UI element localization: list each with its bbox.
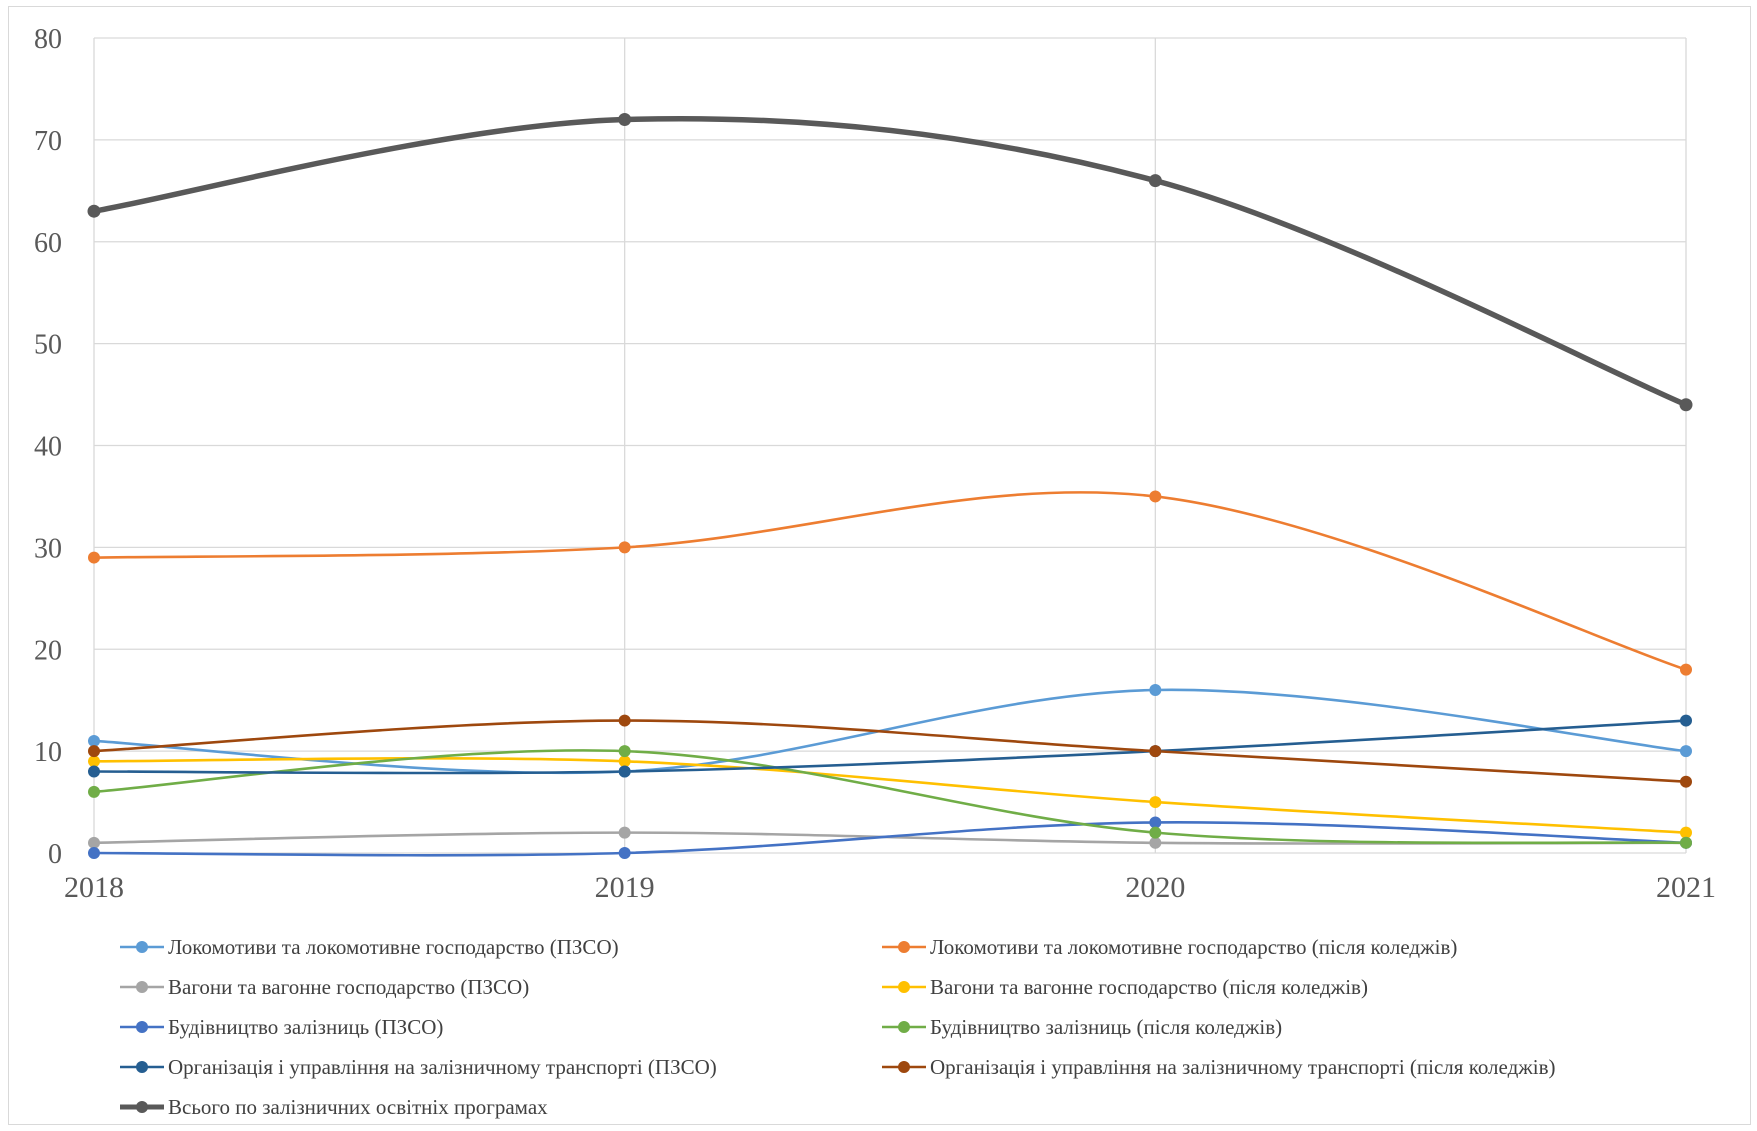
legend-marker-8 xyxy=(882,1061,926,1073)
x-tick-label: 2021 xyxy=(1656,871,1716,904)
data-point-2-3 xyxy=(1149,490,1162,503)
y-tick-label: 40 xyxy=(34,432,62,463)
data-point-9-2 xyxy=(618,113,632,126)
y-tick-label: 50 xyxy=(34,330,62,361)
y-tick-label: 0 xyxy=(48,839,62,870)
y-tick-label: 80 xyxy=(34,24,62,55)
data-point-9-4 xyxy=(1679,398,1693,412)
legend-label-2: Локомотиви та локомотивне господарство (… xyxy=(930,934,1458,959)
legend-label-3: Вагони та вагонне господарство (ПЗСО) xyxy=(168,974,530,999)
legend-marker-4 xyxy=(882,981,926,993)
data-point-5-3 xyxy=(1149,816,1162,829)
data-point-4-4 xyxy=(1680,826,1692,839)
data-point-6-4 xyxy=(1680,836,1692,849)
data-point-6-2 xyxy=(618,745,631,758)
data-point-3-2 xyxy=(618,826,631,839)
data-point-5-1 xyxy=(88,847,100,859)
data-point-8-1 xyxy=(88,745,100,758)
data-point-4-2 xyxy=(618,755,631,768)
data-point-1-3 xyxy=(1149,684,1162,696)
data-point-6-3 xyxy=(1149,826,1162,839)
legend-marker-3 xyxy=(120,981,164,993)
series-points xyxy=(87,113,1693,859)
data-point-4-3 xyxy=(1149,796,1162,809)
legend-marker-9 xyxy=(120,1101,164,1113)
legend-marker-6 xyxy=(882,1021,926,1033)
data-point-3-1 xyxy=(88,836,100,849)
y-axis-ticks: 0 10 20 30 40 50 60 70 80 xyxy=(34,24,62,870)
legend-item-1: Локомотиви та локомотивне господарство (… xyxy=(118,932,619,962)
data-point-1-4 xyxy=(1680,745,1692,758)
legend-marker-7 xyxy=(120,1061,164,1073)
legend-label-4: Вагони та вагонне господарство (після ко… xyxy=(930,974,1368,999)
data-point-6-1 xyxy=(88,785,100,798)
legend-label-9: Всього по залізничних освітніх програмах xyxy=(168,1094,548,1119)
y-tick-label: 20 xyxy=(34,635,62,666)
series-line-4 xyxy=(92,756,1688,834)
data-point-8-3 xyxy=(1149,745,1162,758)
data-point-7-1 xyxy=(88,765,100,778)
series-line-1 xyxy=(92,688,1688,775)
series-line-2 xyxy=(92,491,1688,671)
data-point-9-1 xyxy=(87,204,101,218)
legend-label-6: Будівництво залізниць (після коледжів) xyxy=(930,1014,1283,1039)
data-point-2-2 xyxy=(618,541,631,554)
legend-label-5: Будівництво залізниць (ПЗСО) xyxy=(168,1014,444,1039)
series-lines xyxy=(91,115,1689,857)
legend-item-7: Організація і управління на залізничному… xyxy=(118,1052,717,1082)
legend-item-5: Будівництво залізниць (ПЗСО) xyxy=(118,1012,443,1042)
legend-marker-1 xyxy=(120,941,164,953)
legend-label-8: Організація і управління на залізничному… xyxy=(930,1054,1556,1079)
legend-marker-2 xyxy=(882,941,926,953)
gridlines xyxy=(93,37,1687,854)
data-point-7-4 xyxy=(1680,714,1692,727)
data-point-7-2 xyxy=(618,765,631,778)
y-tick-label: 10 xyxy=(34,737,62,768)
series-line-5 xyxy=(92,821,1688,857)
legend-label-1: Локомотиви та локомотивне господарство (… xyxy=(168,934,619,959)
chart-frame xyxy=(8,6,1751,1125)
data-point-8-2 xyxy=(618,714,631,727)
series-line-9 xyxy=(91,115,1689,408)
x-tick-label: 2019 xyxy=(595,871,655,904)
data-point-2-4 xyxy=(1680,663,1692,676)
legend-item-4: Вагони та вагонне господарство (після ко… xyxy=(880,972,1368,1002)
series-line-7 xyxy=(92,719,1688,775)
series-line-8 xyxy=(92,719,1688,783)
data-point-5-2 xyxy=(618,847,631,859)
data-point-9-3 xyxy=(1148,174,1162,188)
legend-label-7: Організація і управління на залізничному… xyxy=(168,1054,717,1079)
legend-item-3: Вагони та вагонне господарство (ПЗСО) xyxy=(118,972,529,1002)
data-point-2-1 xyxy=(88,551,100,564)
data-point-8-4 xyxy=(1680,775,1692,788)
x-axis-ticks: 2018 2019 2020 2021 xyxy=(64,871,1716,904)
data-point-3-3 xyxy=(1149,836,1162,849)
x-tick-label: 2018 xyxy=(64,871,124,904)
x-tick-label: 2020 xyxy=(1125,871,1185,904)
series-line-6 xyxy=(92,749,1688,845)
legend-item-2: Локомотиви та локомотивне господарство (… xyxy=(880,932,1457,962)
y-tick-label: 30 xyxy=(34,533,62,564)
legend-item-8: Організація і управління на залізничному… xyxy=(880,1052,1556,1082)
data-point-1-1 xyxy=(88,734,100,747)
legend-marker-5 xyxy=(120,1021,164,1033)
legend-item-9: Всього по залізничних освітніх програмах xyxy=(118,1092,548,1122)
data-point-4-1 xyxy=(88,755,100,768)
legend-item-6: Будівництво залізниць (після коледжів) xyxy=(880,1012,1282,1042)
y-tick-label: 60 xyxy=(34,228,62,259)
y-tick-label: 70 xyxy=(34,126,62,157)
